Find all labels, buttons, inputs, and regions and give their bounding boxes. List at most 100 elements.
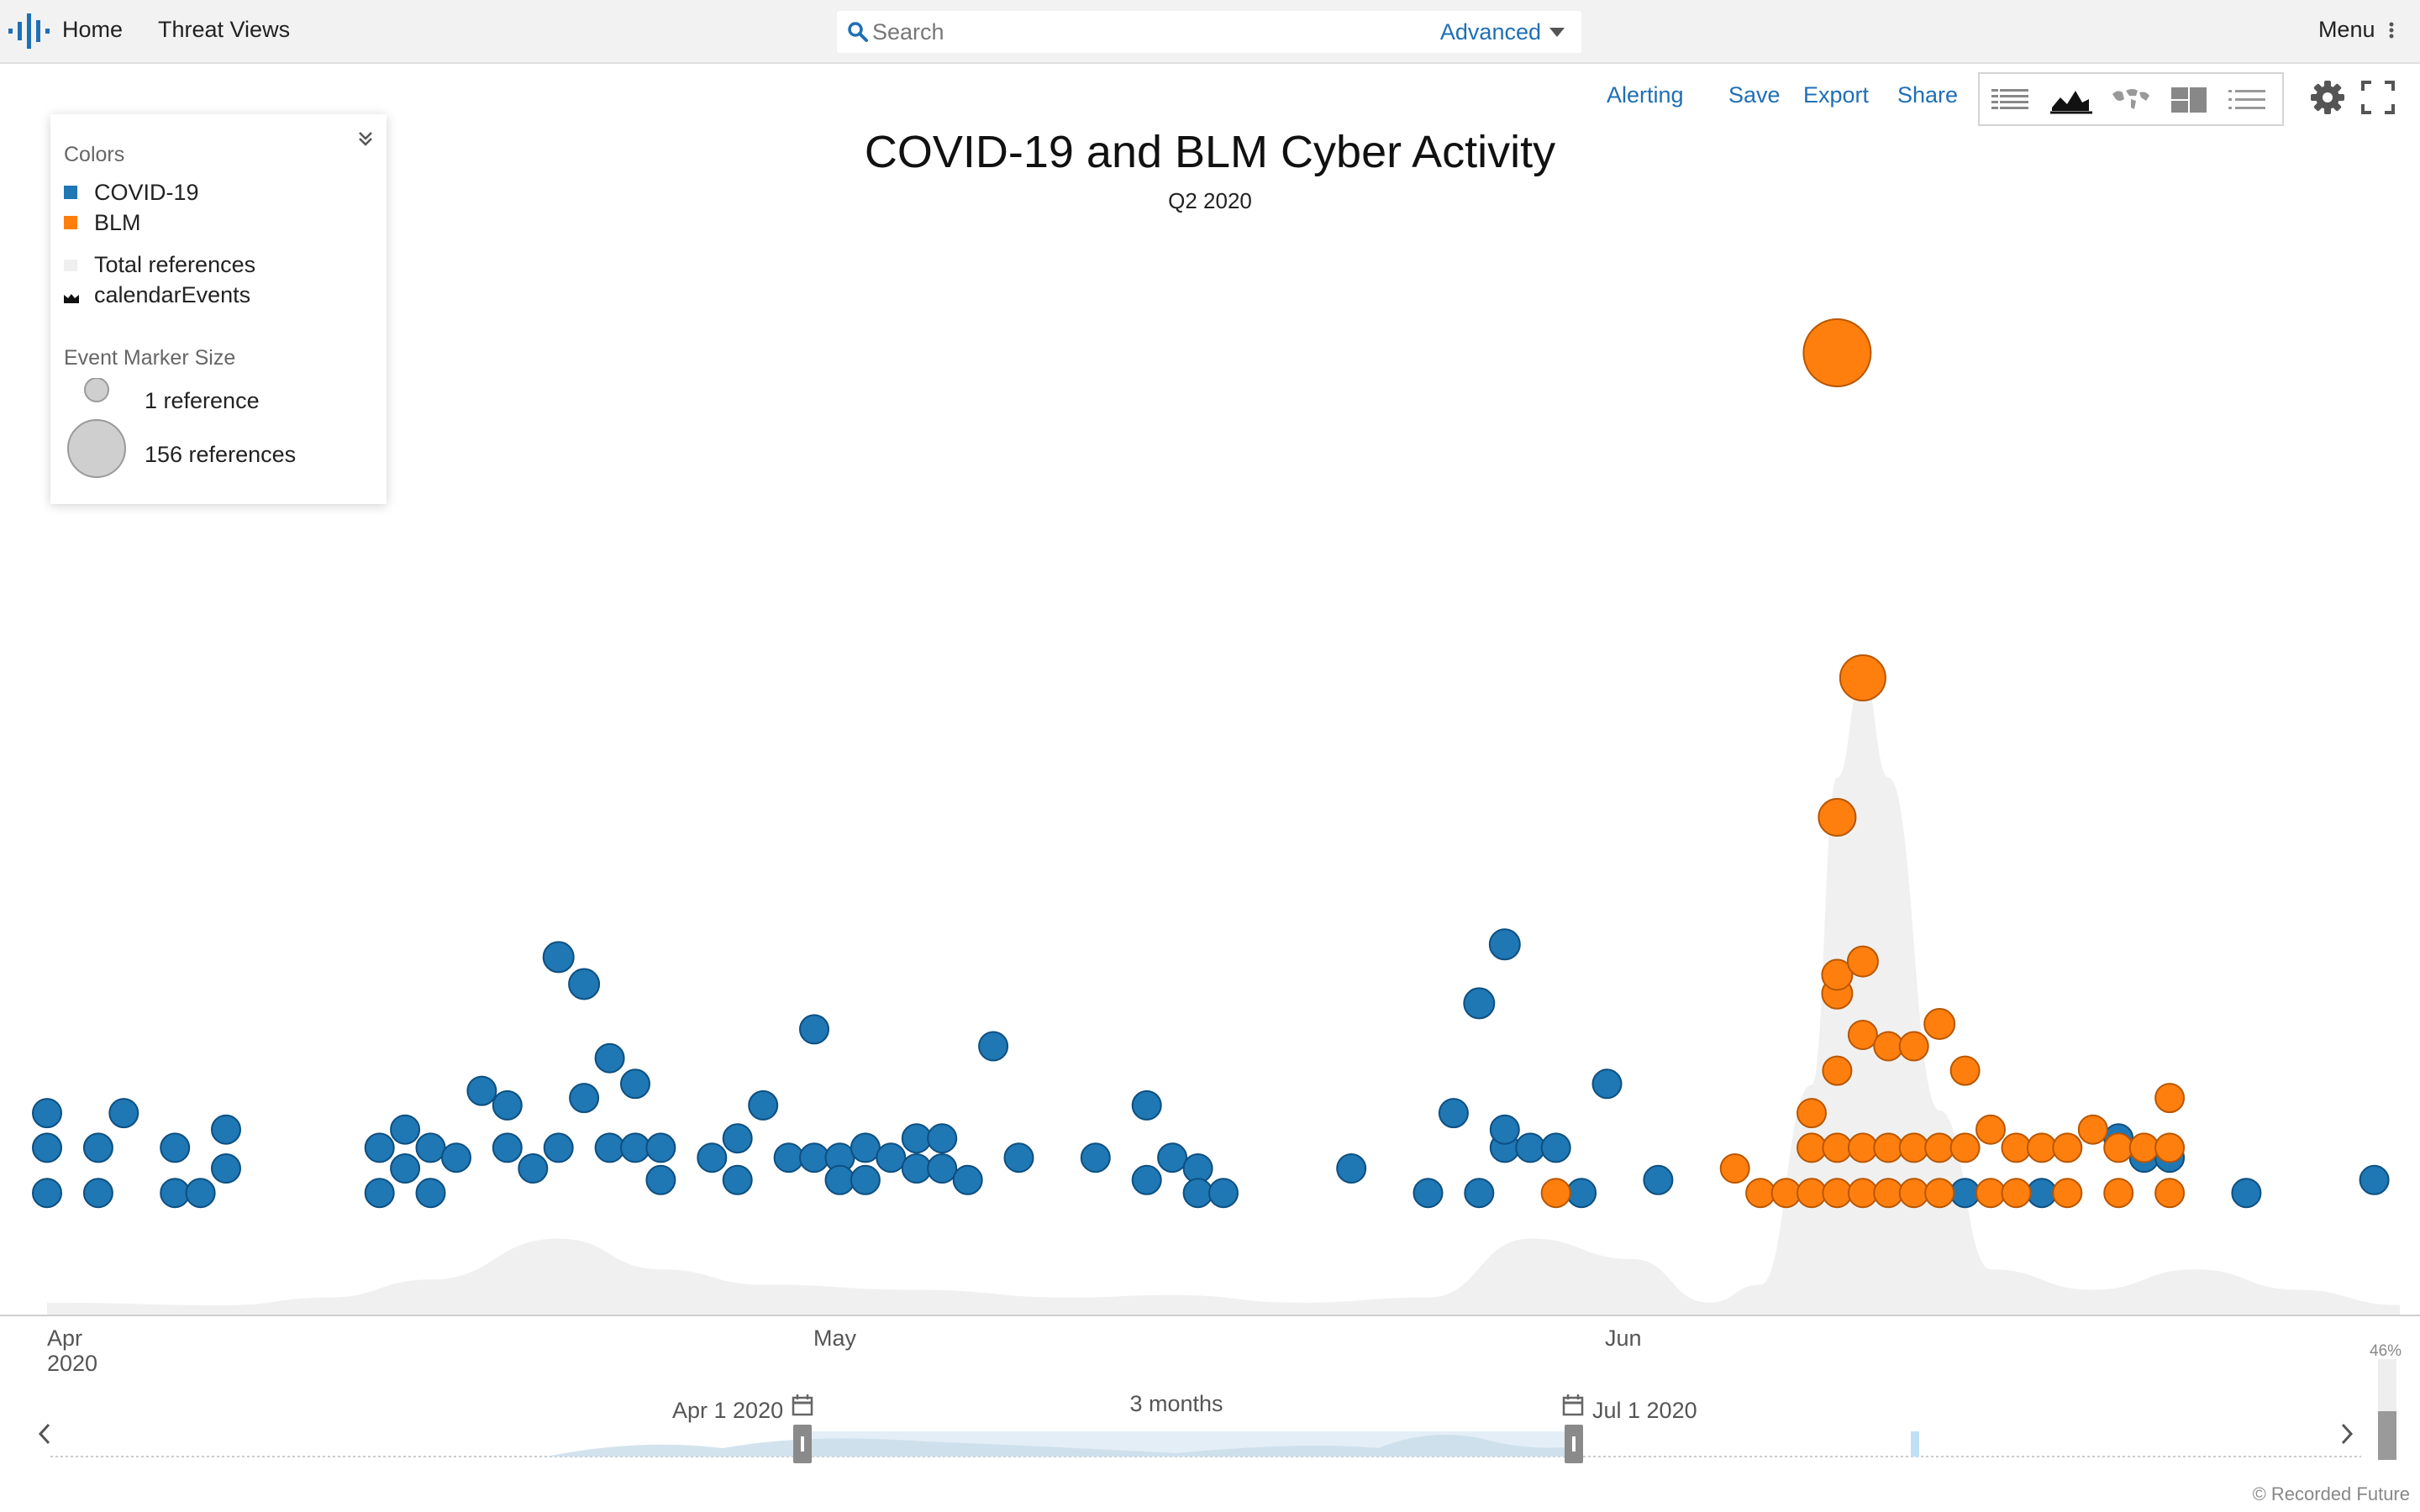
event-marker[interactable] xyxy=(441,1142,471,1173)
event-marker[interactable] xyxy=(1898,1178,1929,1209)
event-marker[interactable] xyxy=(1336,1153,1367,1184)
event-marker[interactable] xyxy=(1566,1178,1597,1209)
settings-gear-icon[interactable] xyxy=(2309,79,2346,116)
event-marker[interactable] xyxy=(568,968,601,1000)
grid-view-icon[interactable] xyxy=(2166,82,2212,118)
event-marker[interactable] xyxy=(1719,1153,1750,1184)
event-marker[interactable] xyxy=(1131,1164,1162,1195)
event-marker[interactable] xyxy=(1839,654,1886,701)
event-marker[interactable] xyxy=(748,1089,779,1121)
event-marker[interactable] xyxy=(2154,1178,2186,1209)
event-marker[interactable] xyxy=(32,1098,62,1129)
event-marker[interactable] xyxy=(1822,1132,1853,1163)
zoom-level-bar[interactable] xyxy=(2378,1359,2396,1460)
event-marker[interactable] xyxy=(2359,1164,2390,1195)
event-marker[interactable] xyxy=(1822,1055,1853,1086)
event-marker[interactable] xyxy=(1182,1178,1213,1209)
event-marker[interactable] xyxy=(799,1014,829,1045)
event-marker[interactable] xyxy=(1489,1114,1520,1145)
share-button[interactable]: Share xyxy=(1897,82,1959,108)
event-marker[interactable] xyxy=(185,1178,216,1209)
event-marker[interactable] xyxy=(390,1153,421,1184)
event-marker[interactable] xyxy=(1898,1132,1929,1163)
event-marker[interactable] xyxy=(1847,1132,1878,1163)
event-marker[interactable] xyxy=(543,1132,574,1163)
event-marker[interactable] xyxy=(1157,1142,1188,1173)
list-view-icon[interactable] xyxy=(2225,82,2270,118)
event-marker[interactable] xyxy=(2231,1178,2262,1209)
event-marker[interactable] xyxy=(824,1164,855,1195)
event-marker[interactable] xyxy=(1923,1008,1956,1040)
event-marker[interactable] xyxy=(1770,1178,1802,1209)
event-marker[interactable] xyxy=(2103,1178,2134,1209)
alerting-button[interactable]: Alerting xyxy=(1607,82,1684,108)
event-marker[interactable] xyxy=(1003,1142,1034,1173)
legend-item-covid[interactable]: COVID-19 xyxy=(64,180,199,206)
event-marker[interactable] xyxy=(2154,1132,2186,1163)
event-marker[interactable] xyxy=(1802,318,1872,387)
event-marker[interactable] xyxy=(364,1178,395,1209)
event-marker[interactable] xyxy=(1924,1178,1955,1209)
event-marker[interactable] xyxy=(1949,1178,1981,1209)
event-marker[interactable] xyxy=(645,1132,676,1163)
legend-item-calendar-events[interactable]: calendarEvents xyxy=(64,282,250,308)
event-marker[interactable] xyxy=(1515,1132,1546,1163)
event-marker[interactable] xyxy=(466,1075,497,1106)
event-marker[interactable] xyxy=(492,1089,523,1121)
event-marker[interactable] xyxy=(1797,1098,1827,1129)
event-marker[interactable] xyxy=(415,1178,446,1209)
event-marker[interactable] xyxy=(799,1142,829,1173)
event-marker[interactable] xyxy=(1822,1178,1853,1209)
event-marker[interactable] xyxy=(901,1153,932,1184)
event-marker[interactable] xyxy=(1898,1031,1929,1062)
event-marker[interactable] xyxy=(1821,958,1854,991)
advanced-search-dropdown[interactable]: Advanced xyxy=(1440,19,1565,45)
event-marker[interactable] xyxy=(697,1142,728,1173)
timeline-start-date[interactable]: Apr 1 2020 xyxy=(672,1398,784,1423)
event-marker[interactable] xyxy=(1873,1178,1904,1209)
event-marker[interactable] xyxy=(978,1031,1009,1062)
search-icon[interactable] xyxy=(847,21,869,43)
event-marker[interactable] xyxy=(2052,1132,2083,1163)
timeline-view-icon[interactable] xyxy=(2049,82,2094,118)
event-marker[interactable] xyxy=(2001,1178,2032,1209)
event-marker[interactable] xyxy=(1924,1132,1955,1163)
event-marker[interactable] xyxy=(160,1132,191,1163)
table-view-icon[interactable] xyxy=(1988,82,2033,118)
event-marker[interactable] xyxy=(108,1098,139,1129)
event-marker[interactable] xyxy=(722,1123,753,1154)
event-marker[interactable] xyxy=(211,1114,241,1145)
event-marker[interactable] xyxy=(1949,1132,1981,1163)
timeline-end-date[interactable]: Jul 1 2020 xyxy=(1592,1398,1697,1423)
event-marker[interactable] xyxy=(569,1083,600,1114)
event-marker[interactable] xyxy=(1208,1178,1239,1209)
event-marker[interactable] xyxy=(1464,1178,1495,1209)
event-marker[interactable] xyxy=(1818,798,1857,837)
event-marker[interactable] xyxy=(2128,1132,2160,1163)
event-marker[interactable] xyxy=(1540,1178,1571,1209)
chevron-right-icon[interactable] xyxy=(2338,1421,2356,1446)
event-marker[interactable] xyxy=(1847,1178,1878,1209)
event-marker[interactable] xyxy=(364,1132,395,1163)
calendar-icon-start[interactable] xyxy=(792,1394,813,1416)
event-marker[interactable] xyxy=(1797,1178,1827,1209)
event-marker[interactable] xyxy=(2154,1083,2186,1114)
event-marker[interactable] xyxy=(2001,1132,2032,1163)
event-marker[interactable] xyxy=(2026,1132,2057,1163)
event-marker[interactable] xyxy=(2026,1178,2057,1209)
event-marker[interactable] xyxy=(1080,1142,1111,1173)
event-marker[interactable] xyxy=(1540,1132,1571,1163)
event-marker[interactable] xyxy=(1975,1114,2006,1145)
fullscreen-icon[interactable] xyxy=(2360,79,2396,116)
event-marker[interactable] xyxy=(722,1164,753,1195)
event-marker[interactable] xyxy=(1643,1164,1674,1195)
map-view-icon[interactable] xyxy=(2107,82,2153,118)
event-marker[interactable] xyxy=(952,1164,983,1195)
event-marker[interactable] xyxy=(1975,1178,2006,1209)
menu-button[interactable]: Menu xyxy=(2318,17,2395,43)
event-marker[interactable] xyxy=(492,1132,523,1163)
event-marker[interactable] xyxy=(160,1178,191,1209)
chevron-left-icon[interactable] xyxy=(35,1421,54,1446)
event-marker[interactable] xyxy=(1488,928,1521,961)
event-marker[interactable] xyxy=(1131,1089,1162,1121)
